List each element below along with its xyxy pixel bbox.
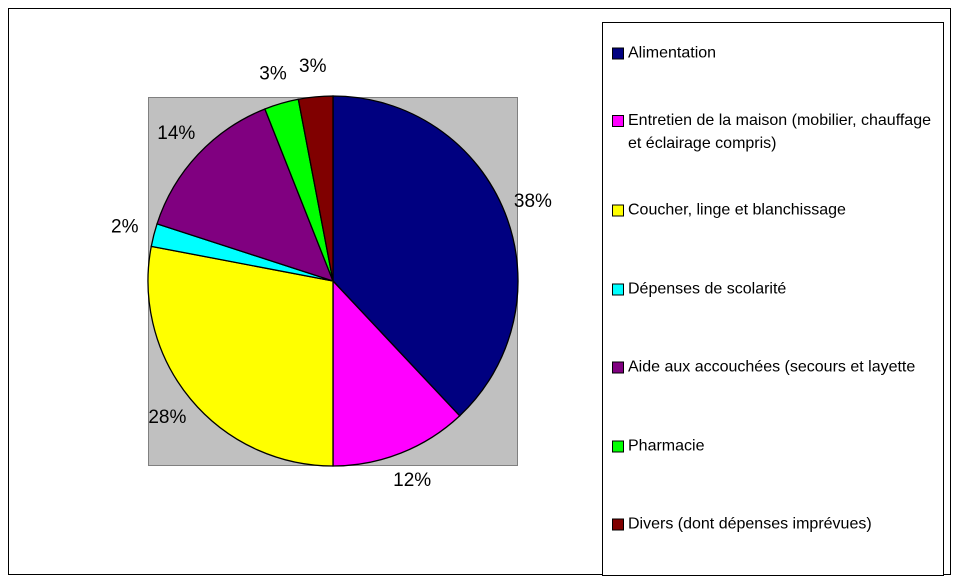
data-label: 28% (148, 407, 186, 428)
legend-swatch (612, 204, 624, 217)
legend-swatch (612, 361, 624, 374)
legend-swatch (612, 518, 624, 531)
legend-swatch (612, 114, 624, 127)
legend-swatch (612, 283, 624, 295)
legend-item: Divers (dont dépenses imprévues) (612, 513, 937, 536)
pie-slice (332, 95, 519, 417)
legend-label: Dépenses de scolarité (628, 280, 787, 297)
pie-slice (156, 108, 335, 283)
pie-slice (297, 95, 334, 282)
data-label: 3% (299, 56, 327, 77)
pie-slice (147, 245, 334, 467)
data-label: 2% (111, 217, 139, 238)
data-label: 38% (514, 191, 552, 212)
data-label: 14% (157, 123, 195, 144)
data-label: 12% (393, 470, 431, 491)
legend-item: Dépenses de scolarité (612, 277, 937, 300)
legend-item: Coucher, linge et blanchissage (612, 199, 937, 222)
legend-label: Aide aux accouchées (secours et layette (628, 358, 916, 376)
pie-slice (332, 279, 461, 467)
legend-item: Alimentation (612, 42, 937, 65)
legend: Alimentation Entretien de la maison (mobi… (602, 22, 944, 576)
legend-item: Pharmacie (612, 434, 937, 457)
legend-item: Entretien de la maison (mobilier, chauff… (612, 109, 937, 155)
legend-item: Aide aux accouchées (secours et layette (612, 356, 937, 379)
legend-swatch (612, 440, 624, 452)
data-label: 3% (259, 64, 287, 85)
legend-swatch (612, 47, 624, 60)
legend-label: Alimentation (628, 44, 717, 62)
legend-label: Entretien de la maison (mobilier, chauff… (628, 111, 931, 152)
legend-label: Pharmacie (628, 437, 705, 454)
legend-label: Coucher, linge et blanchissage (628, 201, 846, 219)
legend-label: Divers (dont dépenses imprévues) (628, 515, 872, 533)
